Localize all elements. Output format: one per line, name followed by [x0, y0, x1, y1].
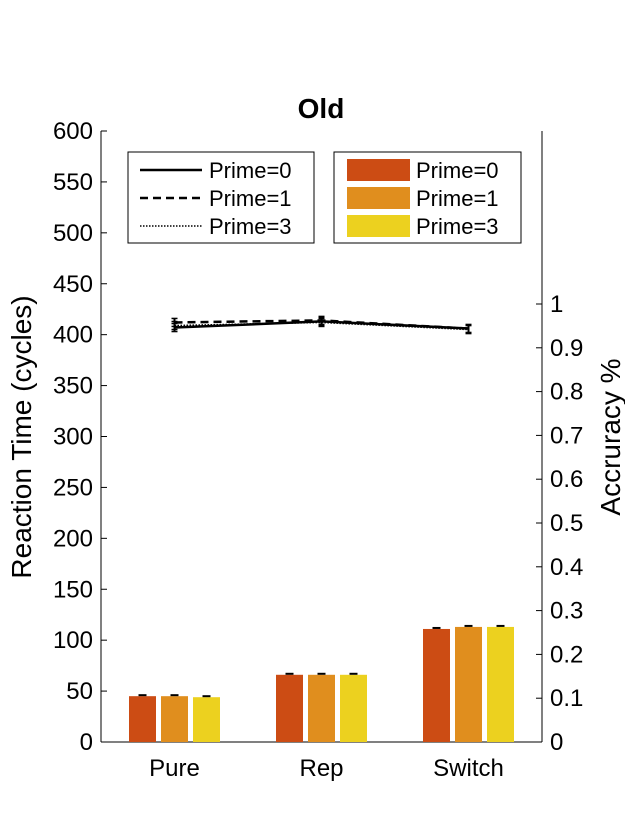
legend-label: Prime=0: [209, 158, 292, 183]
bar: [161, 696, 188, 742]
y2-tick-label: 0.5: [550, 510, 583, 537]
y2-tick-label: 0.8: [550, 379, 583, 406]
y-tick-label: 450: [53, 271, 93, 298]
y2-tick-label: 0.1: [550, 685, 583, 712]
y-tick-label: 550: [53, 169, 93, 196]
legend-label: Prime=0: [416, 158, 499, 183]
x-tick-label: Rep: [299, 755, 343, 782]
y-tick-label: 50: [66, 678, 93, 705]
legend-bar-swatch: [347, 159, 410, 181]
bar: [276, 674, 303, 742]
y2-axis-label: Accruracy %: [595, 358, 625, 515]
y-tick-label: 100: [53, 627, 93, 654]
y2-tick-label: 0.6: [550, 466, 583, 493]
legend-label: Prime=3: [209, 214, 292, 239]
legend-label: Prime=3: [416, 214, 499, 239]
y-tick-label: 200: [53, 525, 93, 552]
y2-tick-label: 0: [550, 729, 563, 756]
y2-tick-label: 0.9: [550, 335, 583, 362]
bar: [423, 628, 450, 742]
y-axis-label: Reaction Time (cycles): [6, 295, 37, 578]
bar: [308, 674, 335, 742]
bar: [193, 697, 220, 742]
bar: [455, 626, 482, 742]
y-tick-label: 500: [53, 220, 93, 247]
y-tick-label: 300: [53, 424, 93, 451]
y2-tick-label: 0.3: [550, 598, 583, 625]
bar: [129, 696, 156, 742]
y-tick-label: 600: [53, 118, 93, 145]
legend-bar-swatch: [347, 215, 410, 237]
y2-tick-label: 0.2: [550, 641, 583, 668]
legend-bar-swatch: [347, 187, 410, 209]
y-tick-label: 0: [80, 729, 93, 756]
x-tick-label: Pure: [149, 755, 200, 782]
plot-area: 0 50 100 150 200 250 300 350 400 450 500 550 600 0 0.1…: [53, 118, 583, 782]
y2-tick-label: 0.7: [550, 422, 583, 449]
x-tick-label: Switch: [433, 755, 504, 782]
y-tick-label: 150: [53, 576, 93, 603]
bar: [340, 674, 367, 742]
y-tick-label: 400: [53, 322, 93, 349]
chart-title: Old: [298, 93, 345, 124]
y2-tick-label: 1: [550, 291, 563, 318]
y2-tick-label: 0.4: [550, 554, 583, 581]
y-tick-label: 350: [53, 373, 93, 400]
legend-label: Prime=1: [416, 186, 499, 211]
bar: [487, 626, 514, 742]
legend-label: Prime=1: [209, 186, 292, 211]
y-tick-label: 250: [53, 474, 93, 501]
